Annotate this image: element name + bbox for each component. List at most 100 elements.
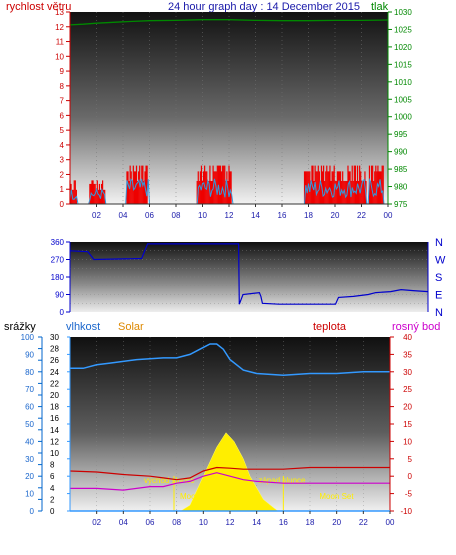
compass-label: N (435, 237, 443, 249)
temperature-tick-label: 20 (403, 403, 412, 412)
compass-label: S (435, 272, 442, 284)
dewpoint-label: rosný bod (392, 321, 440, 333)
pressure-label: tlak (371, 1, 389, 13)
rain-tick-label: 12 (50, 437, 59, 446)
wind-tick-label: 11 (56, 38, 65, 47)
pressure-tick-label: 1010 (394, 78, 412, 87)
wind-tick-label: 7 (60, 97, 65, 106)
x-tick-label: 00 (384, 211, 393, 220)
pressure-tick-label: 1025 (394, 25, 412, 34)
humidity-tick-label: 20 (25, 472, 34, 481)
humidity-tick-label: 60 (25, 403, 34, 412)
x-tick-label: 10 (198, 211, 207, 220)
pressure-tick-label: 1030 (394, 8, 412, 17)
wind-tick-label: 13 (55, 8, 64, 17)
solar-area (179, 432, 279, 512)
x-tick-label: 16 (279, 518, 288, 527)
x-tick-label: 22 (357, 211, 366, 220)
x-tick-label: 20 (332, 518, 341, 527)
wind-tick-label: 3 (60, 156, 65, 165)
wind-tick-label: 0 (60, 200, 65, 209)
pressure-tick-label: 990 (394, 148, 408, 157)
pressure-tick-label: 980 (394, 183, 408, 192)
compass-label: W (435, 255, 446, 267)
humidity-tick-label: 10 (25, 490, 34, 499)
temperature-tick-label: 5 (408, 455, 413, 464)
pressure-line (69, 19, 389, 26)
wind-direction-line (69, 243, 429, 305)
rain-tick-label: 4 (50, 484, 55, 493)
sunset-label: západ slunce (258, 476, 306, 485)
compass-label: E (435, 290, 442, 302)
pressure-tick-label: 1005 (394, 95, 412, 104)
humidity-tick-label: 50 (25, 420, 34, 429)
x-tick-label: 16 (278, 211, 287, 220)
direction-tick-label: 90 (55, 291, 64, 300)
wind-tick-label: 12 (55, 23, 64, 32)
temperature-tick-label: 25 (403, 385, 412, 394)
humidity-tick-label: 30 (25, 455, 34, 464)
direction-tick-label: 360 (51, 238, 65, 247)
solar-label: Solar (118, 321, 144, 333)
x-tick-label: 12 (225, 211, 234, 220)
sunrise-label: východ slunce (144, 476, 195, 485)
x-tick-label: 14 (252, 518, 261, 527)
x-tick-label: 08 (172, 211, 181, 220)
pressure-tick-label: 1015 (394, 60, 412, 69)
wind-tick-label: 8 (60, 82, 65, 91)
wind-speed-label: rychlost větru (6, 1, 71, 13)
moon-set-label: Moon Set (319, 492, 354, 501)
dewpoint-line (70, 472, 390, 491)
pressure-tick-label: 985 (394, 165, 408, 174)
rain-tick-label: 28 (50, 345, 59, 354)
moon-label: Moon (180, 492, 200, 501)
rain-tick-label: 30 (50, 333, 59, 342)
temperature-tick-label: 30 (403, 368, 412, 377)
compass-label: N (435, 307, 443, 319)
temperature-tick-label: -5 (405, 490, 413, 499)
x-tick-label: 18 (304, 211, 313, 220)
temperature-tick-label: 15 (403, 420, 412, 429)
rain-tick-label: 6 (50, 472, 55, 481)
x-tick-label: 04 (119, 518, 128, 527)
humidity-line (70, 343, 390, 377)
rain-tick-label: 24 (50, 368, 59, 377)
humidity-tick-label: 0 (30, 507, 35, 516)
wind-tick-label: 10 (55, 52, 64, 61)
x-tick-label: 12 (226, 518, 235, 527)
direction-tick-label: 180 (51, 273, 65, 282)
rain-tick-label: 16 (50, 414, 59, 423)
wind-tick-label: 5 (60, 126, 65, 135)
x-tick-label: 14 (251, 211, 260, 220)
rain-tick-label: 8 (50, 461, 55, 470)
rain-label: srážky (4, 321, 36, 333)
humidity-tick-label: 40 (25, 437, 34, 446)
temperature-tick-label: -10 (400, 507, 412, 516)
x-tick-label: 18 (306, 518, 315, 527)
temperature-tick-label: 35 (403, 350, 412, 359)
rain-tick-label: 18 (50, 403, 59, 412)
direction-tick-label: 0 (60, 308, 65, 317)
temperature-line (69, 466, 390, 481)
direction-plot-area (70, 242, 428, 312)
rain-tick-label: 2 (50, 495, 55, 504)
wind-tick-label: 2 (60, 170, 65, 179)
rain-tick-label: 14 (50, 426, 59, 435)
wind-tick-label: 4 (60, 141, 65, 150)
x-tick-label: 10 (199, 518, 208, 527)
pressure-tick-label: 1000 (394, 113, 412, 122)
humidity-tick-label: 100 (21, 333, 35, 342)
wind-tick-label: 9 (60, 67, 65, 76)
x-tick-label: 20 (331, 211, 340, 220)
x-tick-label: 22 (359, 518, 368, 527)
humidity-tick-label: 90 (25, 350, 34, 359)
graph-title: 24 hour graph day : 14 December 2015 (168, 1, 360, 13)
x-tick-label: 06 (146, 518, 155, 527)
x-tick-label: 00 (386, 518, 395, 527)
x-tick-label: 04 (119, 211, 128, 220)
humidity-tick-label: 80 (25, 368, 34, 377)
x-tick-label: 08 (172, 518, 181, 527)
rain-tick-label: 26 (50, 356, 59, 365)
humidity-tick-label: 70 (25, 385, 34, 394)
